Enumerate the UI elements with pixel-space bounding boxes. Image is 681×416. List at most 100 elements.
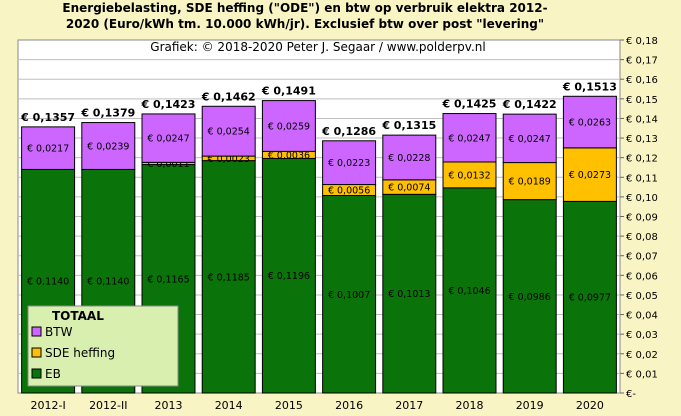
total-value-label: € 0,1491 xyxy=(261,85,316,98)
y-tick-label: € 0,01 xyxy=(626,369,658,380)
segment-value-label: € 0,1013 xyxy=(388,289,430,300)
bar-segment-btw xyxy=(21,126,76,170)
legend-swatch xyxy=(31,368,42,379)
bar-segment-eb xyxy=(442,187,497,394)
chart-title-line-1: Energiebelasting, SDE heffing ("ODE") en… xyxy=(62,1,548,15)
x-category-label: 2018 xyxy=(456,399,484,412)
legend-swatch xyxy=(31,347,42,358)
segment-value-label: € 0,1046 xyxy=(448,286,490,297)
segment-value-label: € 0,0247 xyxy=(509,134,551,145)
total-value-label: € 0,1513 xyxy=(562,80,617,93)
bar-segment-eb xyxy=(322,195,377,394)
x-category-label: 2017 xyxy=(395,399,423,412)
y-tick-label: € 0,04 xyxy=(626,311,658,322)
bar-segment-eb xyxy=(382,193,437,394)
legend-box xyxy=(27,305,179,387)
bar-segment-btw xyxy=(261,100,316,152)
segment-value-label: € 0,0247 xyxy=(147,134,189,145)
y-tick-label: € 0,16 xyxy=(626,75,658,86)
x-category-label: 2012-I xyxy=(30,399,65,412)
segment-value-label: € 0,0239 xyxy=(87,141,129,152)
segment-value-label: € 0,0056 xyxy=(328,186,370,197)
segment-value-label: € 0,0217 xyxy=(27,144,69,155)
total-value-label: € 0,1462 xyxy=(201,90,256,103)
segment-value-label: € 0,0223 xyxy=(328,158,370,169)
y-tick-label: € 0,09 xyxy=(626,213,658,224)
x-category-label: 2019 xyxy=(516,399,544,412)
segment-value-label: € 0,0023 xyxy=(208,154,250,165)
y-tick-label: € 0,05 xyxy=(626,291,658,302)
bar-segment-sde-heffing xyxy=(502,162,557,201)
legend-entry-label: EB xyxy=(45,367,61,381)
segment-value-label: € 0,0254 xyxy=(208,127,250,138)
total-value-label: € 0,1379 xyxy=(80,107,135,120)
chart-title-line-2: 2020 (Euro/kWh tm. 10.000 kWh/jr). Exclu… xyxy=(65,17,545,31)
bar-segment-btw xyxy=(502,113,557,164)
total-value-label: € 0,1422 xyxy=(502,98,557,111)
segment-value-label: € 0,1007 xyxy=(328,290,370,301)
total-value-label: € 0,1425 xyxy=(442,98,497,111)
segment-value-label: € 0,1185 xyxy=(208,272,250,283)
legend: TOTAAL BTW SDE heffing EB xyxy=(27,305,179,387)
bar-segment-btw xyxy=(81,122,136,170)
y-tick-label: € 0,18 xyxy=(626,36,658,47)
segment-value-label: € 0,0228 xyxy=(388,153,430,164)
segment-value-label: € 0,1165 xyxy=(147,274,189,285)
y-tick-label: € 0,07 xyxy=(626,252,658,263)
x-category-label: 2014 xyxy=(215,399,243,412)
x-category-label: 2015 xyxy=(275,399,303,412)
bar-segment-eb xyxy=(201,160,256,394)
bar-segment-eb xyxy=(562,200,617,394)
legend-swatch xyxy=(31,326,42,337)
y-tick-label: € 0,12 xyxy=(626,154,658,165)
segment-value-label: € 0,0977 xyxy=(569,293,611,304)
bar-segment-eb xyxy=(502,199,557,394)
bar-segment-eb xyxy=(261,157,316,394)
legend-entry-label: SDE heffing xyxy=(45,346,115,360)
segment-value-label: € 0,0986 xyxy=(509,292,551,303)
y-tick-label: €- xyxy=(626,389,636,400)
x-category-label: 2012-II xyxy=(89,399,127,412)
bar-segment-btw xyxy=(141,113,196,163)
segment-value-label: € 0,0132 xyxy=(448,170,490,181)
total-value-label: € 0,1423 xyxy=(141,98,196,111)
y-axis-ticks: €- € 0,01 € 0,02 € 0,03 € 0,04 € 0,05 € 0,06 € … xyxy=(620,36,658,400)
total-value-label: € 0,1286 xyxy=(321,125,376,138)
y-tick-label: € 0,10 xyxy=(626,193,658,204)
y-tick-label: € 0,13 xyxy=(626,134,658,145)
segment-value-label: € 0,0074 xyxy=(388,183,430,194)
chart-title: Energiebelasting, SDE heffing ("ODE") en… xyxy=(0,0,610,32)
y-tick-label: € 0,14 xyxy=(626,114,658,125)
bar-segment-btw xyxy=(382,134,437,181)
chart-subtitle: Grafiek: © 2018-2020 Peter J. Segaar / w… xyxy=(150,40,486,54)
total-value-label: € 0,1315 xyxy=(381,119,436,132)
segment-value-label: € 0,0189 xyxy=(509,177,551,188)
bar-segment-sde-heffing xyxy=(562,147,617,202)
y-tick-label: € 0,03 xyxy=(626,330,658,341)
y-tick-label: € 0,06 xyxy=(626,271,658,282)
y-tick-label: € 0,15 xyxy=(626,95,658,106)
x-category-label: 2016 xyxy=(335,399,363,412)
x-axis-labels: 2012-I 2012-II 2013 2014 2015 2016 2017 2018 201… xyxy=(30,399,603,412)
x-category-label: 2013 xyxy=(155,399,183,412)
bars: € 0,1140 € 0,0217 € 0,1357 € 0,1140 € 0,0239… xyxy=(20,80,617,394)
y-tick-label: € 0,08 xyxy=(626,232,658,243)
segment-value-label: € 0,1140 xyxy=(87,277,129,288)
x-category-label: 2020 xyxy=(576,399,604,412)
legend-title: TOTAAL xyxy=(52,309,104,323)
legend-entry-label: BTW xyxy=(45,325,73,339)
y-tick-label: € 0,11 xyxy=(626,173,658,184)
segment-value-label: € 0,0011 xyxy=(147,159,189,170)
segment-value-label: € 0,1140 xyxy=(27,277,69,288)
bar-segment-btw xyxy=(562,95,617,149)
total-value-label: € 0,1357 xyxy=(20,111,75,124)
bar-segment-btw xyxy=(322,140,377,186)
bar-segment-btw xyxy=(201,105,256,157)
segment-value-label: € 0,0263 xyxy=(569,118,611,129)
segment-value-label: € 0,0247 xyxy=(448,133,490,144)
segment-value-label: € 0,0273 xyxy=(569,170,611,181)
y-tick-label: € 0,02 xyxy=(626,350,658,361)
segment-value-label: € 0,0259 xyxy=(268,121,310,132)
segment-value-label: € 0,0036 xyxy=(268,150,310,161)
